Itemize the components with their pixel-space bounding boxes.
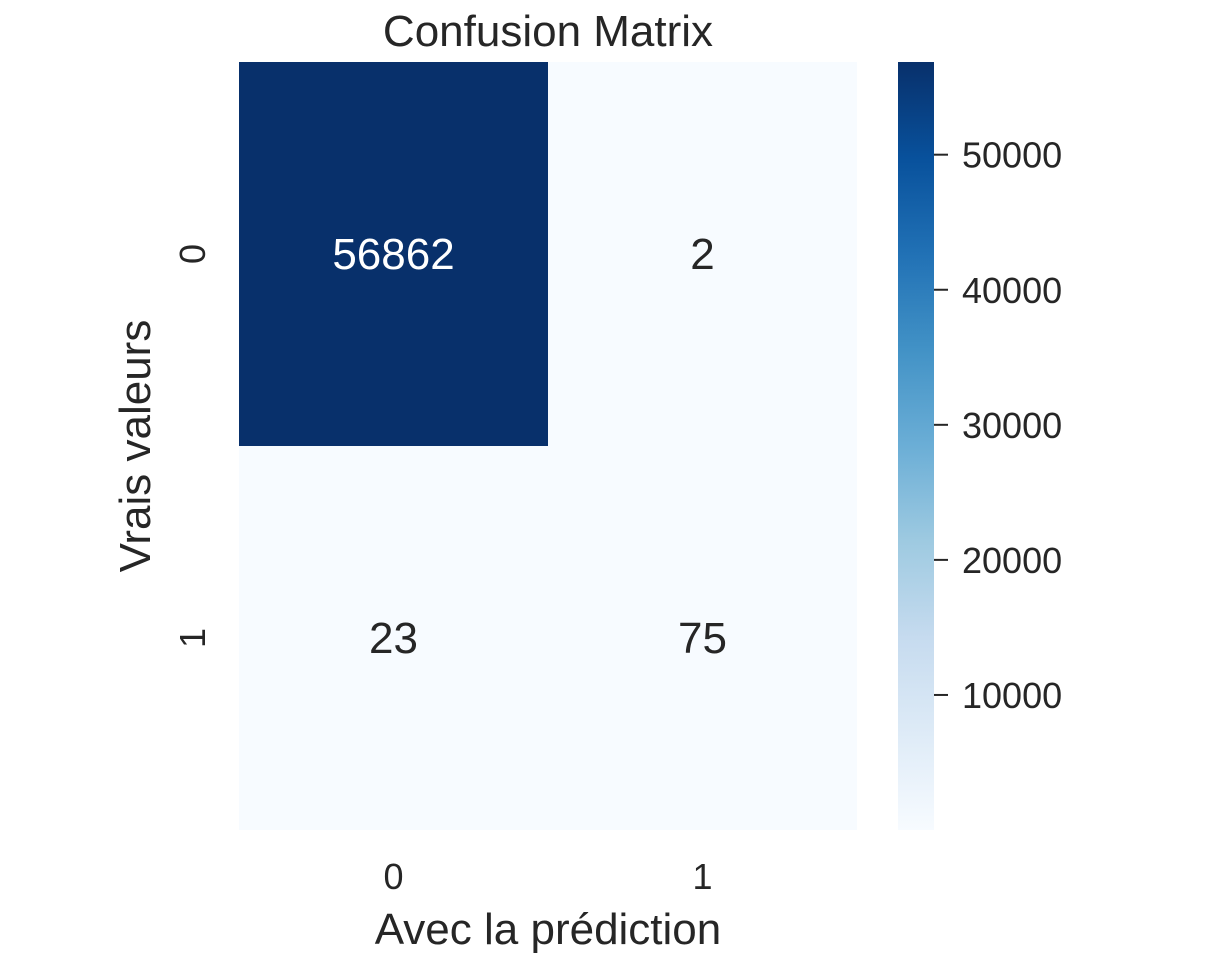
colorbar-ticks: 10000 20000 30000 40000 50000 bbox=[934, 135, 1062, 716]
heatmap-cell-labels: 56862 2 23 75 bbox=[332, 230, 727, 663]
colorbar-tick-label-4: 50000 bbox=[962, 135, 1062, 176]
chart-title: Confusion Matrix bbox=[383, 7, 713, 56]
y-tick-label-1: 1 bbox=[172, 628, 213, 648]
colorbar-tick-label-1: 20000 bbox=[962, 540, 1062, 581]
x-tick-label-0: 0 bbox=[383, 856, 403, 897]
colorbar-tick-label-2: 30000 bbox=[962, 405, 1062, 446]
y-axis-label: Vrais valeurs bbox=[111, 320, 160, 573]
cell-value-1-0: 23 bbox=[369, 614, 418, 663]
heatmap-cell-1-1 bbox=[548, 446, 857, 830]
cell-value-0-1: 2 bbox=[690, 230, 714, 279]
heatmap-cells bbox=[239, 62, 857, 830]
colorbar bbox=[898, 62, 934, 830]
x-axis-label: Avec la prédiction bbox=[375, 905, 722, 954]
y-axis-ticks: 01 bbox=[172, 244, 213, 648]
x-tick-label-1: 1 bbox=[692, 856, 712, 897]
heatmap-cell-0-1 bbox=[548, 62, 857, 446]
colorbar-tick-label-0: 10000 bbox=[962, 675, 1062, 716]
heatmap-cell-0-0 bbox=[239, 62, 548, 446]
colorbar-tick-label-3: 40000 bbox=[962, 270, 1062, 311]
y-tick-label-0: 0 bbox=[172, 244, 213, 264]
cell-value-1-1: 75 bbox=[678, 614, 727, 663]
heatmap-cell-1-0 bbox=[239, 446, 548, 830]
cell-value-0-0: 56862 bbox=[332, 230, 454, 279]
